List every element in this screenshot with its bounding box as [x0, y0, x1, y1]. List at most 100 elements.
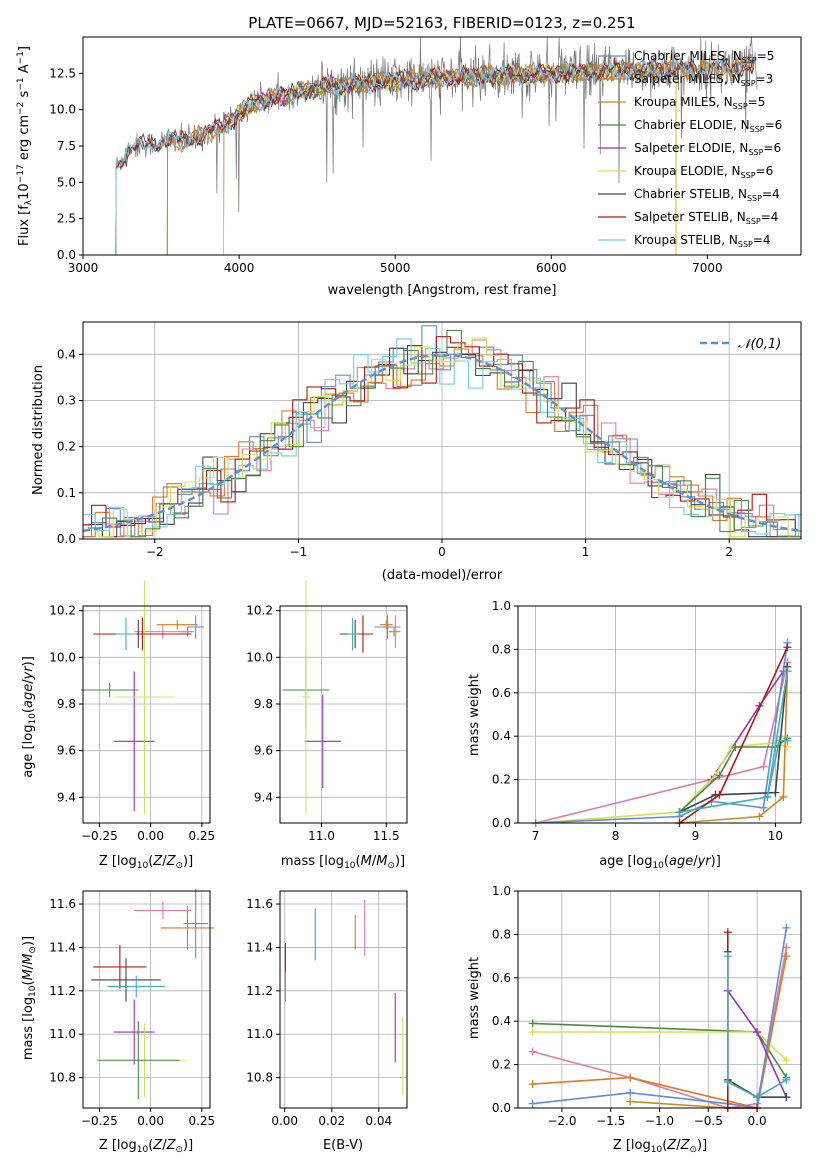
mass-weight-marker	[783, 667, 792, 676]
spectrum-ytick-label: 12.5	[49, 66, 76, 80]
mass_vs_ebv-ytick-label: 10.8	[246, 1071, 273, 1085]
mass_weight_vs_age-ytick-label: 0.0	[492, 816, 511, 830]
residuals-ytick-label: 0.4	[57, 347, 76, 361]
normal-curve	[83, 353, 801, 533]
mass-weight-marker	[753, 1028, 762, 1037]
spectrum-xtick-label: 5000	[380, 261, 411, 275]
mass-weight-marker	[782, 923, 791, 932]
mass-weight-marker	[771, 788, 780, 797]
legend-entry: Kroupa MILES, NSSP=5	[634, 95, 765, 111]
mass_weight_vs_age-ytick-label: 0.8	[492, 642, 511, 656]
residuals-ytick-label: 0.3	[57, 393, 76, 407]
age_vs_Z-ytick-label: 9.4	[57, 790, 76, 804]
spectrum-title: PLATE=0667, MJD=52163, FIBERID=0123, z=0…	[248, 14, 635, 32]
massZ-xlabel: Z [log10(Z/Z⊙)]	[99, 1138, 193, 1155]
mass_weight_vs_Z-xtick-label: −1.0	[645, 1114, 674, 1128]
mass-weight-marker	[782, 1056, 791, 1065]
mass_vs_ebv-xtick-label: 0.00	[271, 1114, 298, 1128]
mass_weight_vs_age-xtick-label: 8	[612, 829, 620, 843]
histogram-step-line	[84, 337, 801, 538]
legend-entry: Salpeter STELIB, NSSP=4	[634, 210, 778, 226]
residuals-xlabel: (data-model)/error	[382, 568, 503, 583]
residuals-ytick-label: 0.1	[57, 486, 76, 500]
age_vs_Z-ytick-label: 10.0	[49, 650, 76, 664]
legend-entry: Kroupa ELODIE, NSSP=6	[634, 164, 773, 180]
spectrum-model-line	[166, 55, 754, 255]
massEbv-xlabel: E(B-V)	[323, 1138, 363, 1153]
age_vs_Z-xtick-label: 0.00	[137, 829, 164, 843]
age_vs_Z-ytick-label: 9.6	[57, 744, 76, 758]
mass_weight_vs_Z-ytick-label: 0.8	[492, 927, 511, 941]
age_vs_mass-xtick-label: 11.0	[308, 829, 335, 843]
age_vs_Z-panel: −0.25 0.00 0.25 9.4 9.6 9.8 10.0 10.2	[49, 580, 215, 843]
residuals-xtick-label: 2	[725, 545, 733, 559]
histogram-step-line	[83, 336, 801, 532]
mass-weight-marker	[763, 792, 772, 801]
spectrum-ytick-label: 7.5	[57, 139, 76, 153]
mass-weight-marker	[775, 736, 784, 745]
residuals-xtick-label: 0	[438, 545, 446, 559]
mass_weight_vs_Z-frame	[517, 890, 802, 1109]
mass_vs_Z-ytick-label: 10.8	[49, 1071, 76, 1085]
residuals-xtick-label: 1	[582, 545, 590, 559]
mass_vs_ebv-panel: 0.00 0.02 0.04 10.8 11.0 11.2 11.4 11.6	[246, 890, 408, 1128]
mass_vs_ebv-ytick-label: 11.6	[246, 897, 273, 911]
mwAge-ylabel: mass weight	[467, 674, 482, 756]
mass-weight-marker	[723, 1077, 732, 1086]
age_vs_Z-xtick-label: −0.25	[81, 829, 118, 843]
age_vs_mass-xtick-label: 11.5	[373, 829, 400, 843]
spectrum-panel: PLATE=0667, MJD=52163, FIBERID=0123, z=0…	[16, 14, 802, 298]
mass_weight_vs_age-ytick-label: 0.2	[492, 773, 511, 787]
residuals-panel: −2 −1 0 1 2 0.0 0.1 0.2 0.3 0.4 (data-model)/erro…	[31, 321, 802, 583]
mass_weight_vs_age-xtick-label: 10	[768, 829, 783, 843]
age_vs_Z-xtick-label: 0.25	[188, 829, 215, 843]
mass-weight-marker	[723, 928, 732, 937]
mass_vs_ebv-ytick-label: 11.4	[246, 940, 273, 954]
mass-weight-marker	[528, 1019, 537, 1028]
legend-entry: Chabrier MILES, NSSP=5	[634, 49, 774, 65]
mass-weight-marker	[782, 1093, 791, 1102]
mass-weight-marker	[759, 803, 768, 812]
normal-legend: 𝒩(0,1)	[700, 337, 781, 352]
spectrum-ytick-label: 2.5	[57, 212, 76, 226]
legend-entry: Chabrier STELIB, NSSP=4	[634, 187, 780, 203]
mass_vs_Z-xtick-label: 0.25	[188, 1114, 215, 1128]
mass-weight-line	[679, 671, 789, 824]
mass_weight_vs_age-xtick-label: 9	[692, 829, 700, 843]
spectrum-model-line	[166, 57, 754, 255]
age_vs_mass-panel: 11.0 11.5 9.4 9.6 9.8 10.0 10.2	[246, 580, 408, 843]
age_vs_mass-frame	[279, 605, 408, 824]
mass_vs_Z-ytick-label: 11.2	[49, 984, 76, 998]
mass_weight_vs_Z-xtick-label: −0.5	[694, 1114, 723, 1128]
spectrum-model-line	[115, 56, 755, 255]
spectrum-xtick-label: 7000	[692, 261, 723, 275]
mass_weight_vs_Z-ytick-label: 0.4	[492, 1014, 511, 1028]
mass-weight-marker	[779, 792, 788, 801]
ageMass-xlabel: mass [log10(M/M⊙)]	[281, 854, 405, 871]
mass_weight_vs_Z-ytick-label: 0.2	[492, 1058, 511, 1072]
age_vs_mass-ytick-label: 10.2	[246, 604, 273, 618]
legend-entry: Salpeter ELODIE, NSSP=6	[634, 141, 781, 157]
mass_vs_Z-ytick-label: 11.6	[49, 897, 76, 911]
mass-weight-marker	[528, 1028, 537, 1037]
spectrum-xtick-label: 4000	[224, 261, 255, 275]
age_vs_Z-ytick-label: 9.8	[57, 697, 76, 711]
mass-weight-marker	[731, 743, 740, 752]
residuals-ytick-label: 0.0	[57, 532, 76, 546]
mass_vs_Z-xtick-label: 0.00	[137, 1114, 164, 1128]
mass_weight_vs_age-ytick-label: 1.0	[492, 599, 511, 613]
mass_weight_vs_age-ytick-label: 0.4	[492, 729, 511, 743]
mass-weight-marker	[626, 1088, 635, 1097]
spectrum-ytick-label: 10.0	[49, 103, 76, 117]
mass_vs_Z-ytick-label: 11.4	[49, 940, 76, 954]
mass-weight-marker	[782, 1075, 791, 1084]
mass-weight-marker	[783, 643, 792, 652]
mass_weight_vs_Z-xtick-label: −1.5	[596, 1114, 625, 1128]
spectrum-legend: Chabrier MILES, NSSP=5 Salpeter MILES, NS…	[598, 49, 782, 249]
mwZ-xlabel: Z [log10(Z/Z⊙)]	[613, 1138, 707, 1155]
mass-weight-line	[535, 741, 788, 824]
mass_weight_vs_age-ytick-label: 0.6	[492, 686, 511, 700]
mass_vs_ebv-xtick-label: 0.02	[318, 1114, 345, 1128]
age_vs_Z-frame	[82, 605, 211, 824]
